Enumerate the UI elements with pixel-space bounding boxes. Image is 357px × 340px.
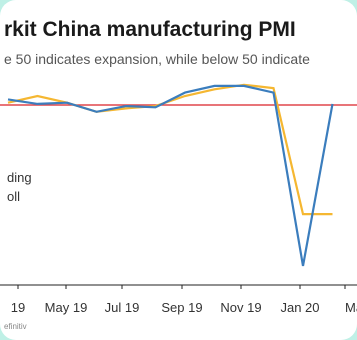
x-tick-label: Jul 19 — [105, 300, 140, 315]
x-tick-label: 19 — [11, 300, 25, 315]
series-line-blue — [7, 84, 334, 267]
source-note: efinitiv — [4, 322, 27, 331]
x-tick-label: May 19 — [45, 300, 88, 315]
x-tick-label: Ma — [345, 300, 357, 315]
chart-title: rkit China manufacturing PMI — [4, 18, 296, 41]
x-tick-label: Sep 19 — [161, 300, 202, 315]
x-tick-label: Jan 20 — [280, 300, 319, 315]
chart-subtitle: e 50 indicates expansion, while below 50… — [4, 51, 310, 67]
x-tick-label: Nov 19 — [220, 300, 261, 315]
legend-entry-1: ding — [7, 170, 32, 185]
legend-entry-2: oll — [7, 189, 20, 204]
